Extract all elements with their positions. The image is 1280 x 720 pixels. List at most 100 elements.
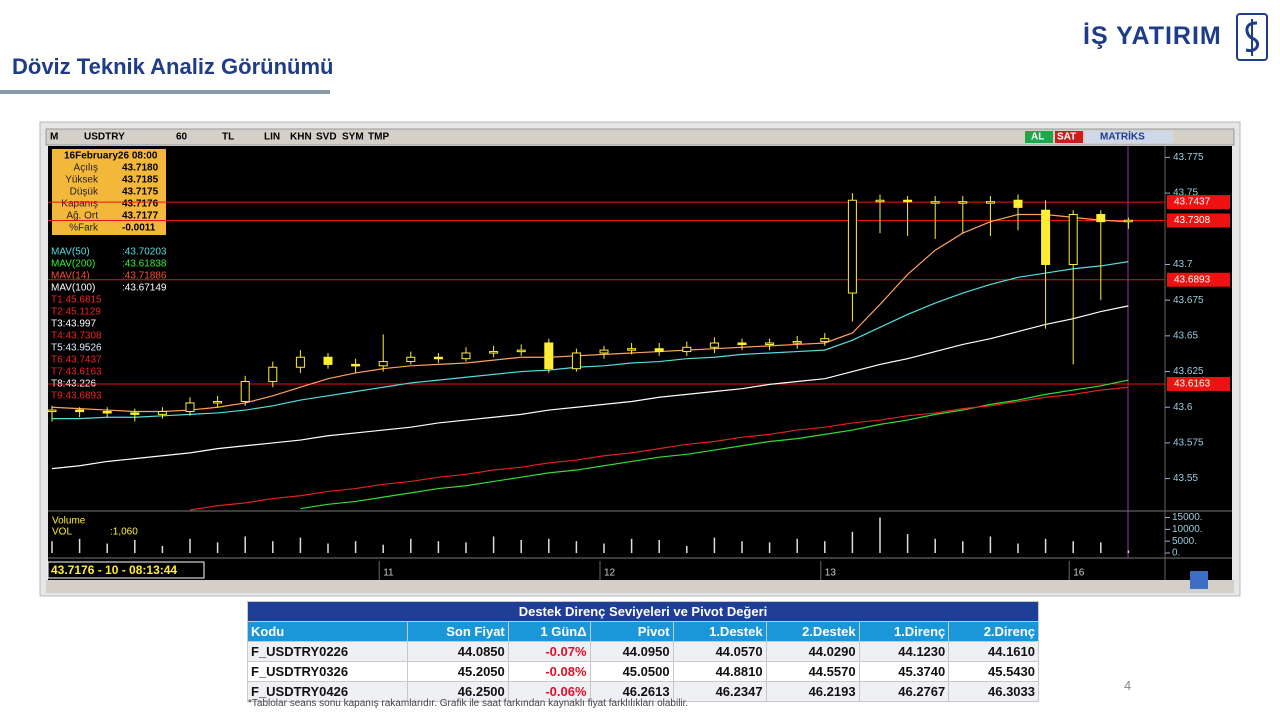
level-label: T1:45.6815 (51, 295, 102, 306)
info-label: Yüksek (65, 175, 99, 186)
toolbar-button: SYM (342, 132, 364, 143)
y-tick-label: 43.675 (1173, 295, 1204, 306)
column-header: 1.Destek (672, 621, 767, 642)
candle-body (847, 199, 857, 294)
candle-body (820, 338, 830, 343)
x-tick-label: 16 (1073, 568, 1085, 579)
info-value: 43.7180 (122, 163, 159, 174)
column-header: 1 GünΔ (507, 621, 591, 642)
header-row: Kodu Son Fiyat 1 GünΔ Pivot 1.Destek 2.Destek… (246, 621, 1039, 642)
ma-line (51, 305, 1129, 470)
pivot-tag (1167, 272, 1230, 287)
table-cell: 46.2613 (589, 681, 674, 702)
info-label: Açılış (74, 163, 98, 174)
y-tick-label: 43.6 (1173, 402, 1193, 413)
pivot-label: 43.7437 (1174, 197, 1211, 208)
candle-body (930, 201, 940, 204)
level-label: T6:43.7437 (51, 355, 102, 366)
toolbar-currency: TL (222, 132, 234, 143)
table-cell: 45.5430 (948, 661, 1039, 682)
pivot-tag (1167, 195, 1230, 210)
volume-label: VOL (52, 527, 72, 538)
ma-line (52, 261, 1129, 420)
table-cell: F_USDTRY0326 (246, 661, 409, 682)
level-label: T2:45.1129 (51, 307, 101, 318)
legend-value: :43.67149 (122, 283, 167, 294)
brand: MATRİKS (1100, 130, 1145, 143)
legend-name: MAV(50) (51, 247, 90, 258)
logo-emblem (1236, 13, 1268, 61)
legend-value: :43.71886 (122, 271, 167, 282)
candle-body (599, 349, 609, 354)
candle-body (75, 409, 85, 413)
candle-body (489, 351, 499, 354)
candle-body (627, 348, 637, 351)
table-cell: 46.2347 (672, 681, 767, 702)
candle-body (682, 346, 692, 353)
pivot-tag (1167, 213, 1230, 228)
level-label: T3:43.997 (51, 319, 96, 330)
x-tick-label: 11 (383, 568, 394, 579)
candle-body (1013, 199, 1023, 208)
pivot-label: 43.6893 (1174, 274, 1211, 285)
candle-body (654, 348, 664, 353)
info-label: Kapanış (61, 199, 98, 210)
status-text: 43.7176 - 10 - 08:13:44 (51, 563, 177, 577)
table-row: F_USDTRY0426 46.2500 -0.06% 46.2613 46.2347 4… (246, 681, 1039, 702)
table-cell: 45.2050 (407, 661, 509, 682)
slide-title: Döviz Teknik Analiz Görünümü (12, 54, 334, 79)
level-label: T5:43.9526 (51, 343, 102, 354)
legend-value: :43.61838 (122, 259, 167, 270)
candle-body (130, 412, 140, 415)
candle-body (1096, 214, 1106, 223)
legend-name: MAV(14) (51, 271, 90, 282)
table-cell: 44.0850 (407, 641, 509, 662)
candle-body (709, 342, 719, 348)
logo-text: İŞ YATIRIM (1083, 22, 1222, 50)
toolbar-m: M (50, 132, 58, 143)
candle-body (875, 199, 885, 203)
table-cell: 46.2767 (858, 681, 950, 702)
pivot-tag (1167, 376, 1230, 391)
toolbar-button: TMP (368, 132, 389, 143)
y-tick-label: 43.65 (1173, 330, 1198, 341)
legend-name: MAV(100) (51, 283, 95, 294)
volume-tick-label: 0. (1172, 548, 1180, 559)
candle-body (765, 342, 775, 345)
info-label: %Fark (69, 223, 99, 234)
column-header: Son Fiyat (407, 621, 509, 642)
volume-title: Volume (52, 516, 86, 527)
table-title-row: Destek Direnç Seviyeleri ve Pivot Değeri (247, 601, 1039, 622)
candle-body (185, 402, 195, 413)
y-tick-label: 43.55 (1173, 473, 1198, 484)
table-cell: 46.2500 (407, 681, 509, 702)
candle-body (433, 356, 443, 360)
ma-line (300, 379, 1129, 510)
column-header: 2.Direnç (948, 621, 1039, 642)
y-tick-label: 43.575 (1173, 438, 1204, 449)
candle-body (516, 349, 526, 353)
candle-body (240, 381, 250, 403)
table-row: F_USDTRY0226 44.0850 -0.07% 44.0950 44.0570 4… (246, 641, 1039, 662)
y-tick-label: 43.7 (1173, 259, 1193, 270)
candle-body (378, 361, 388, 367)
ma-line (189, 386, 1129, 511)
page-number: 4 (1124, 678, 1132, 693)
x-tick-label: 12 (604, 568, 616, 579)
table-cell: -0.08% (507, 661, 591, 682)
level-label: T4:43.7308 (51, 331, 102, 342)
legend-value: :43.70203 (122, 247, 167, 258)
level-label: T9:43.6893 (51, 391, 102, 402)
info-date: 16February26 08:00 (64, 151, 158, 162)
candle-body (295, 356, 305, 368)
candle-body (157, 411, 167, 415)
chart-window: M USDTRY 60 TL LIN KHN SVD SYM TMP AL SAT MATRİKS 16… (39, 121, 1241, 597)
volume-current: :1,060 (110, 527, 138, 538)
legend-name: MAV(200) (51, 259, 95, 270)
table-cell: -0.07% (507, 641, 591, 662)
candle-body (903, 199, 913, 203)
table-cell: 45.0500 (589, 661, 674, 682)
candle-body (1123, 219, 1133, 223)
toolbar-button: KHN (290, 132, 312, 143)
